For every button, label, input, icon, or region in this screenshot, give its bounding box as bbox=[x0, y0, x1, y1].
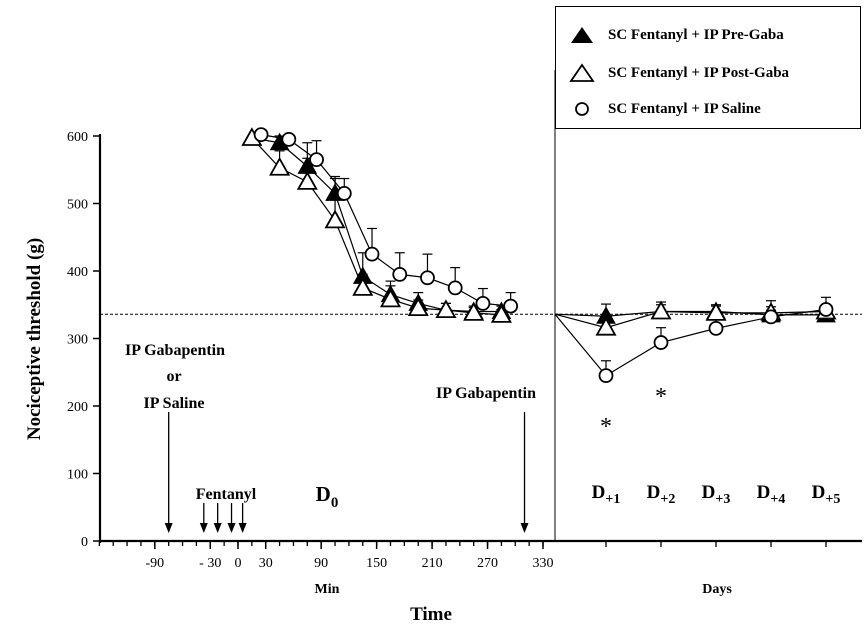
x-tick-label: 210 bbox=[422, 556, 443, 571]
fentanyl-label: Fentanyl bbox=[196, 486, 257, 503]
series-2-day-point bbox=[598, 368, 614, 384]
ip-gaba-arrow-head bbox=[520, 523, 529, 533]
fentanyl-arrow bbox=[213, 503, 222, 533]
series-2-point bbox=[503, 298, 519, 314]
series-2-day-point bbox=[763, 309, 779, 325]
series-1-point bbox=[296, 171, 318, 190]
ip-gabapentin-left-label: IP Gabapentin bbox=[125, 342, 225, 359]
series-2-point bbox=[309, 152, 324, 168]
y-tick-label: 100 bbox=[67, 468, 88, 483]
fentanyl-arrow bbox=[238, 503, 247, 533]
day-label: D+2 bbox=[647, 482, 676, 507]
series-2-day-point bbox=[708, 320, 724, 336]
series-2-point bbox=[447, 280, 463, 296]
y-tick-label: 0 bbox=[81, 535, 88, 550]
legend-item-saline: SC Fentanyl + IP Saline bbox=[568, 97, 761, 121]
series-2-point bbox=[253, 127, 269, 143]
x-tick-label: 0 bbox=[235, 556, 242, 571]
x-tick-label: -90 bbox=[145, 556, 164, 571]
ip-gaba-arrow bbox=[520, 412, 529, 533]
d0-label: D0 bbox=[316, 482, 339, 511]
series-2-point bbox=[364, 246, 380, 262]
series-1-line-days bbox=[554, 310, 827, 329]
x-tick-label: 330 bbox=[533, 556, 554, 571]
series-1-point bbox=[352, 277, 374, 296]
series-2-day-point bbox=[818, 302, 834, 317]
series-2-line-min bbox=[261, 134, 511, 307]
fentanyl-arrow-head bbox=[213, 523, 222, 533]
y-tick-label: 500 bbox=[67, 198, 88, 213]
series-1-point bbox=[269, 156, 291, 176]
fentanyl-arrow bbox=[199, 503, 208, 533]
x-tick-label: 150 bbox=[366, 556, 387, 571]
fentanyl-arrow-head bbox=[238, 523, 247, 533]
day-label: D+3 bbox=[702, 482, 731, 507]
day-label: D+5 bbox=[812, 482, 841, 507]
series-1-line-min bbox=[251, 137, 502, 316]
ip-gabapentin-right-label: IP Gabapentin bbox=[436, 385, 536, 402]
fentanyl-arrow-head bbox=[199, 523, 208, 533]
open-circle-icon bbox=[575, 102, 589, 116]
significance-star-2: * bbox=[655, 384, 667, 410]
x-tick-label: 30 bbox=[259, 556, 273, 571]
series-2-point bbox=[281, 131, 297, 147]
series-2-point bbox=[392, 266, 408, 282]
x-axis-subtitle-min: Min bbox=[315, 582, 340, 597]
y-axis-title: Nociceptive threshold (g) bbox=[24, 238, 45, 440]
series-1-day-point bbox=[595, 316, 617, 336]
series-2-line-days bbox=[554, 308, 827, 377]
y-tick-label: 300 bbox=[67, 333, 88, 348]
series-0-line-days bbox=[554, 310, 826, 317]
legend-item-pre-gaba: SC Fentanyl + IP Pre-Gaba bbox=[568, 23, 784, 47]
significance-star-1: * bbox=[600, 414, 612, 440]
ip-or-label: or bbox=[166, 368, 181, 385]
fentanyl-arrow-head bbox=[227, 523, 236, 533]
x-axis-subtitle-days: Days bbox=[702, 582, 732, 597]
series-1-day-point bbox=[705, 302, 727, 321]
ip-arrow-head bbox=[164, 523, 173, 533]
series-2-point bbox=[420, 270, 435, 286]
series-0-line-min bbox=[251, 137, 502, 313]
series-1-day-point bbox=[650, 300, 672, 320]
legend-label-saline: SC Fentanyl + IP Saline bbox=[608, 100, 761, 117]
day-label: D+4 bbox=[757, 482, 786, 507]
y-tick-label: 600 bbox=[67, 130, 88, 145]
series-1-point bbox=[490, 304, 512, 323]
series-2-point bbox=[336, 185, 352, 201]
x-tick-label: 270 bbox=[477, 556, 498, 571]
series-2-point bbox=[475, 295, 491, 311]
series-1-point bbox=[435, 299, 457, 319]
x-axis-title: Time bbox=[410, 604, 452, 625]
series-1-point bbox=[463, 302, 485, 321]
y-tick-label: 400 bbox=[67, 265, 88, 280]
x-tick-label: - 30 bbox=[199, 556, 221, 571]
day-label: D+1 bbox=[592, 482, 621, 507]
ip-saline-label: IP Saline bbox=[144, 395, 205, 412]
series-1-point bbox=[379, 288, 402, 308]
fentanyl-arrow bbox=[227, 503, 236, 533]
open-triangle-icon bbox=[569, 63, 595, 82]
legend: SC Fentanyl + IP Pre-Gaba SC Fentanyl + … bbox=[555, 6, 861, 129]
x-tick-label: 90 bbox=[314, 556, 328, 571]
legend-item-post-gaba: SC Fentanyl + IP Post-Gaba bbox=[568, 61, 789, 85]
legend-label-pre-gaba: SC Fentanyl + IP Pre-Gaba bbox=[608, 26, 784, 43]
series-2-day-point bbox=[653, 335, 669, 350]
filled-triangle-icon bbox=[571, 27, 593, 43]
series-1-point bbox=[324, 209, 346, 229]
series-1-point bbox=[407, 297, 429, 317]
y-tick-label: 200 bbox=[67, 400, 88, 415]
ip-arrow bbox=[164, 412, 173, 533]
legend-label-post-gaba: SC Fentanyl + IP Post-Gaba bbox=[608, 64, 790, 81]
